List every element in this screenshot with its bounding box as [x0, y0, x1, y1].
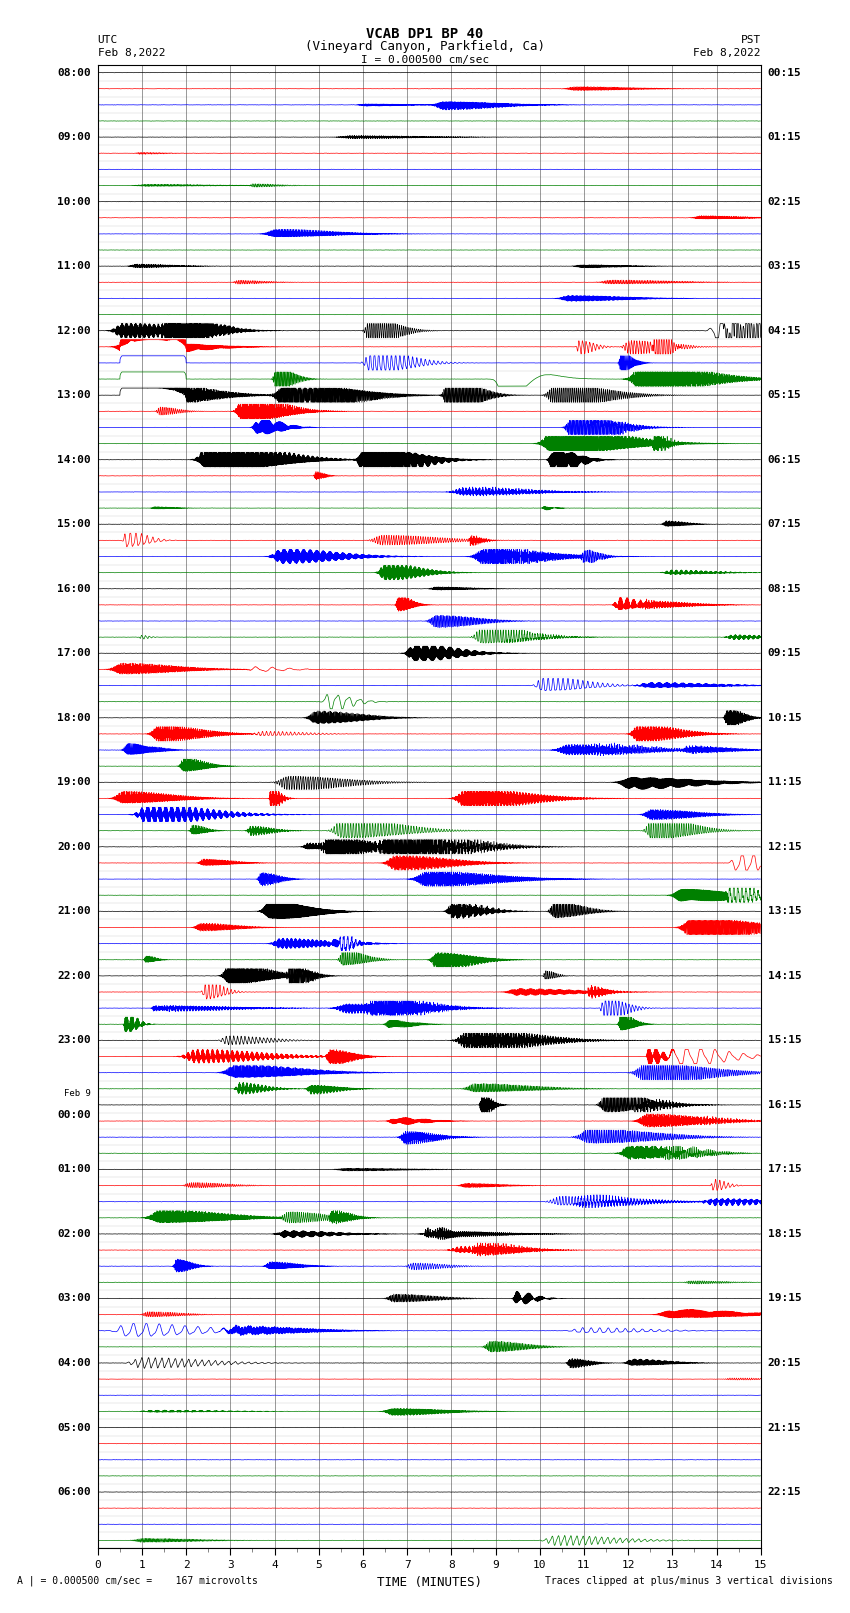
Text: 14:00: 14:00 [57, 455, 91, 465]
Text: 05:15: 05:15 [768, 390, 802, 400]
Text: 16:15: 16:15 [768, 1100, 802, 1110]
Text: 15:15: 15:15 [768, 1036, 802, 1045]
Text: 17:00: 17:00 [57, 648, 91, 658]
Text: PST: PST [740, 35, 761, 45]
Text: 02:00: 02:00 [57, 1229, 91, 1239]
Text: I = 0.000500 cm/sec: I = 0.000500 cm/sec [361, 55, 489, 65]
Text: 13:00: 13:00 [57, 390, 91, 400]
Text: 12:15: 12:15 [768, 842, 802, 852]
Text: 08:15: 08:15 [768, 584, 802, 594]
Text: (Vineyard Canyon, Parkfield, Ca): (Vineyard Canyon, Parkfield, Ca) [305, 40, 545, 53]
Text: Feb 8,2022: Feb 8,2022 [694, 48, 761, 58]
Text: Traces clipped at plus/minus 3 vertical divisions: Traces clipped at plus/minus 3 vertical … [545, 1576, 833, 1586]
Text: 06:00: 06:00 [57, 1487, 91, 1497]
Text: 08:00: 08:00 [57, 68, 91, 77]
Text: 19:15: 19:15 [768, 1294, 802, 1303]
Text: 22:15: 22:15 [768, 1487, 802, 1497]
Text: 22:00: 22:00 [57, 971, 91, 981]
Text: VCAB DP1 BP 40: VCAB DP1 BP 40 [366, 27, 484, 40]
Text: 21:00: 21:00 [57, 907, 91, 916]
Text: 00:15: 00:15 [768, 68, 802, 77]
Text: Feb 9: Feb 9 [64, 1089, 91, 1098]
Text: 17:15: 17:15 [768, 1165, 802, 1174]
Text: 20:00: 20:00 [57, 842, 91, 852]
Text: 07:15: 07:15 [768, 519, 802, 529]
Text: Feb 8,2022: Feb 8,2022 [98, 48, 165, 58]
Text: 19:00: 19:00 [57, 777, 91, 787]
Text: 03:00: 03:00 [57, 1294, 91, 1303]
Text: 02:15: 02:15 [768, 197, 802, 206]
Text: A | = 0.000500 cm/sec =    167 microvolts: A | = 0.000500 cm/sec = 167 microvolts [17, 1576, 258, 1586]
Text: 01:00: 01:00 [57, 1165, 91, 1174]
Text: 14:15: 14:15 [768, 971, 802, 981]
Text: 13:15: 13:15 [768, 907, 802, 916]
Text: 03:15: 03:15 [768, 261, 802, 271]
Text: 04:00: 04:00 [57, 1358, 91, 1368]
Text: 11:15: 11:15 [768, 777, 802, 787]
Text: 10:15: 10:15 [768, 713, 802, 723]
Text: 21:15: 21:15 [768, 1423, 802, 1432]
Text: UTC: UTC [98, 35, 118, 45]
Text: 05:00: 05:00 [57, 1423, 91, 1432]
Text: 23:00: 23:00 [57, 1036, 91, 1045]
Text: 16:00: 16:00 [57, 584, 91, 594]
Text: 18:00: 18:00 [57, 713, 91, 723]
Text: 01:15: 01:15 [768, 132, 802, 142]
Text: 06:15: 06:15 [768, 455, 802, 465]
Text: 09:15: 09:15 [768, 648, 802, 658]
Text: 20:15: 20:15 [768, 1358, 802, 1368]
Text: 12:00: 12:00 [57, 326, 91, 336]
Text: 09:00: 09:00 [57, 132, 91, 142]
Text: 18:15: 18:15 [768, 1229, 802, 1239]
Text: 04:15: 04:15 [768, 326, 802, 336]
X-axis label: TIME (MINUTES): TIME (MINUTES) [377, 1576, 482, 1589]
Text: 00:00: 00:00 [57, 1110, 91, 1119]
Text: 10:00: 10:00 [57, 197, 91, 206]
Text: 11:00: 11:00 [57, 261, 91, 271]
Text: 15:00: 15:00 [57, 519, 91, 529]
